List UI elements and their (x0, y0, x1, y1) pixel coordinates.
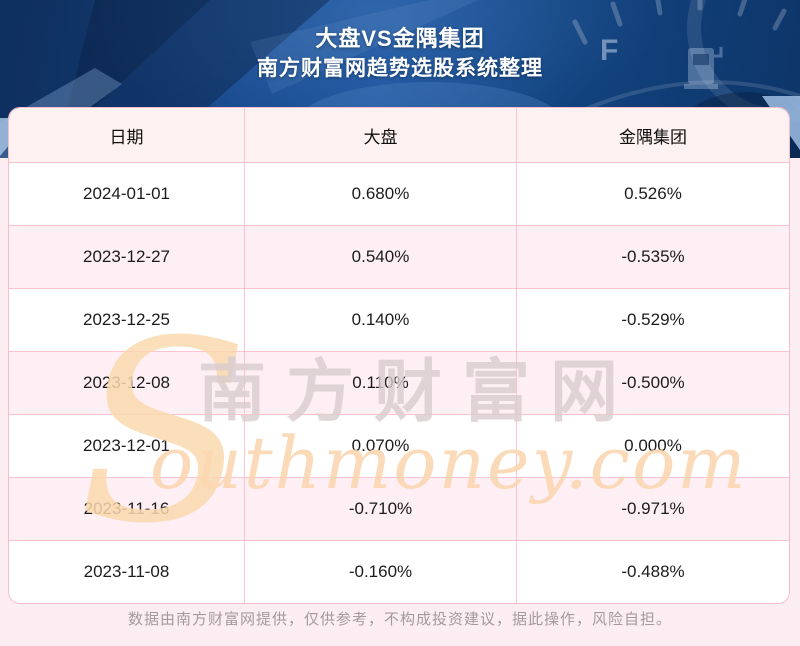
table-row: 2023-11-16 -0.710% -0.971% (9, 477, 789, 540)
cell-date: 2023-11-08 (83, 562, 170, 581)
cell-date: 2023-12-08 (83, 373, 170, 392)
cell-dapan-value: -0.160% (244, 541, 516, 603)
cell-dapan-value: 0.110% (244, 352, 516, 414)
gauge-face-arc (564, 80, 800, 120)
table-row: 2023-12-27 0.540% -0.535% (9, 225, 789, 288)
banner-light-streak (250, 0, 478, 94)
cell-date: 2023-12-25 (83, 310, 170, 329)
gauge-tick-marks (572, 0, 787, 45)
table-row: 2023-12-08 0.110% -0.500% (9, 351, 789, 414)
cell-dapan-value: -0.710% (244, 478, 516, 540)
table-body: 2024-01-01 0.680% 0.526% 2023-12-27 0.540% -0… (9, 162, 789, 603)
cell-dapan-value: 0.540% (244, 226, 516, 288)
cell-date: 2023-12-01 (83, 436, 170, 455)
cell-date: 2024-01-01 (83, 184, 170, 203)
cell-jinyu-value: -0.488% (516, 541, 789, 603)
page-title: 大盘VS金隅集团 (315, 26, 485, 51)
cell-jinyu-value: 0.526% (516, 163, 789, 225)
cell-jinyu-value: -0.529% (516, 289, 789, 351)
cell-dapan-value: 0.680% (244, 163, 516, 225)
page-subtitle: 南方财富网趋势选股系统整理 (257, 57, 543, 80)
cell-date: 2023-11-16 (83, 499, 170, 518)
fuel-pump-icon (684, 47, 723, 89)
column-header-date: 日期 (109, 127, 144, 147)
gauge-full-label: F (600, 34, 618, 67)
table-row: 2024-01-01 0.680% 0.526% (9, 162, 789, 225)
cell-dapan-value: 0.070% (244, 415, 516, 477)
table-row: 2023-12-01 0.070% 0.000% (9, 414, 789, 477)
table-row: 2023-12-25 0.140% -0.529% (9, 288, 789, 351)
data-table: 日期 大盘 金隅集团 2024-01-01 0.680% 0.526% 2023-12… (8, 107, 790, 604)
table-row: 2023-11-08 -0.160% -0.488% (9, 540, 789, 603)
title-block: 大盘VS金隅集团 南方财富网趋势选股系统整理 (0, 24, 800, 84)
cell-jinyu-value: 0.000% (516, 415, 789, 477)
cell-jinyu-value: -0.971% (516, 478, 789, 540)
column-header-dapan: 大盘 (244, 108, 516, 162)
cell-jinyu-value: -0.500% (516, 352, 789, 414)
footer-disclaimer: 数据由南方财富网提供，仅供参考，不构成投资建议，据此操作，风险自担。 (127, 611, 672, 628)
table-header-row: 日期 大盘 金隅集团 (9, 108, 789, 162)
cell-dapan-value: 0.140% (244, 289, 516, 351)
column-header-jinyu: 金隅集团 (516, 108, 789, 162)
cell-jinyu-value: -0.535% (516, 226, 789, 288)
cell-date: 2023-12-27 (83, 247, 170, 266)
